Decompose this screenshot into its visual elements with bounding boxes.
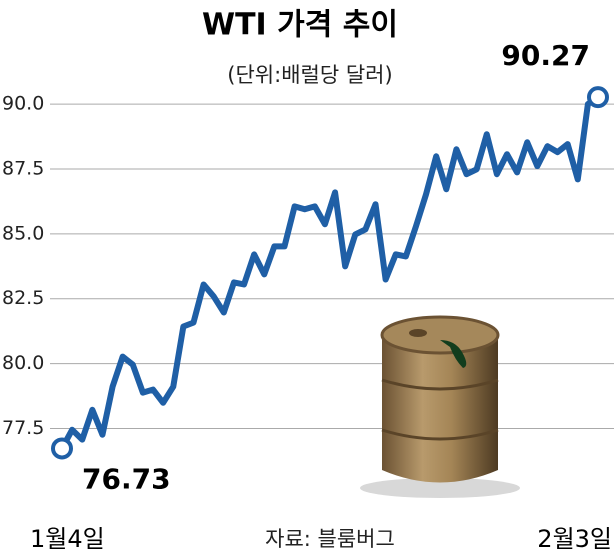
y-tick-label: 77.5 — [2, 417, 44, 439]
chart-subtitle: (단위:배럴당 달러) — [227, 63, 392, 87]
chart-title: WTI 가격 추이 — [202, 8, 398, 43]
y-tick-label: 80.0 — [2, 352, 44, 374]
tick-label-bg — [0, 287, 50, 310]
end-marker — [51, 437, 73, 460]
tick-label-bg — [0, 417, 50, 440]
end-marker — [587, 86, 609, 109]
y-tick-label: 90.0 — [2, 93, 44, 115]
y-tick-label: 85.0 — [2, 222, 44, 244]
price-line — [59, 94, 600, 450]
barrel-illustration — [360, 315, 520, 498]
data-label: 90.27 — [501, 39, 590, 72]
tick-label-bg — [0, 93, 50, 116]
data-label: 76.73 — [82, 462, 171, 495]
x-tick-label: 1월4일 — [30, 525, 105, 553]
tick-label-bg — [0, 222, 50, 245]
tick-label-bg — [0, 352, 50, 375]
y-tick-label: 87.5 — [2, 158, 44, 180]
y-tick-label: 82.5 — [2, 287, 44, 309]
source-note: 자료: 블룸버그 — [265, 527, 395, 551]
x-tick-label: 2월3일 — [537, 525, 612, 553]
tick-label-bg — [0, 158, 50, 181]
